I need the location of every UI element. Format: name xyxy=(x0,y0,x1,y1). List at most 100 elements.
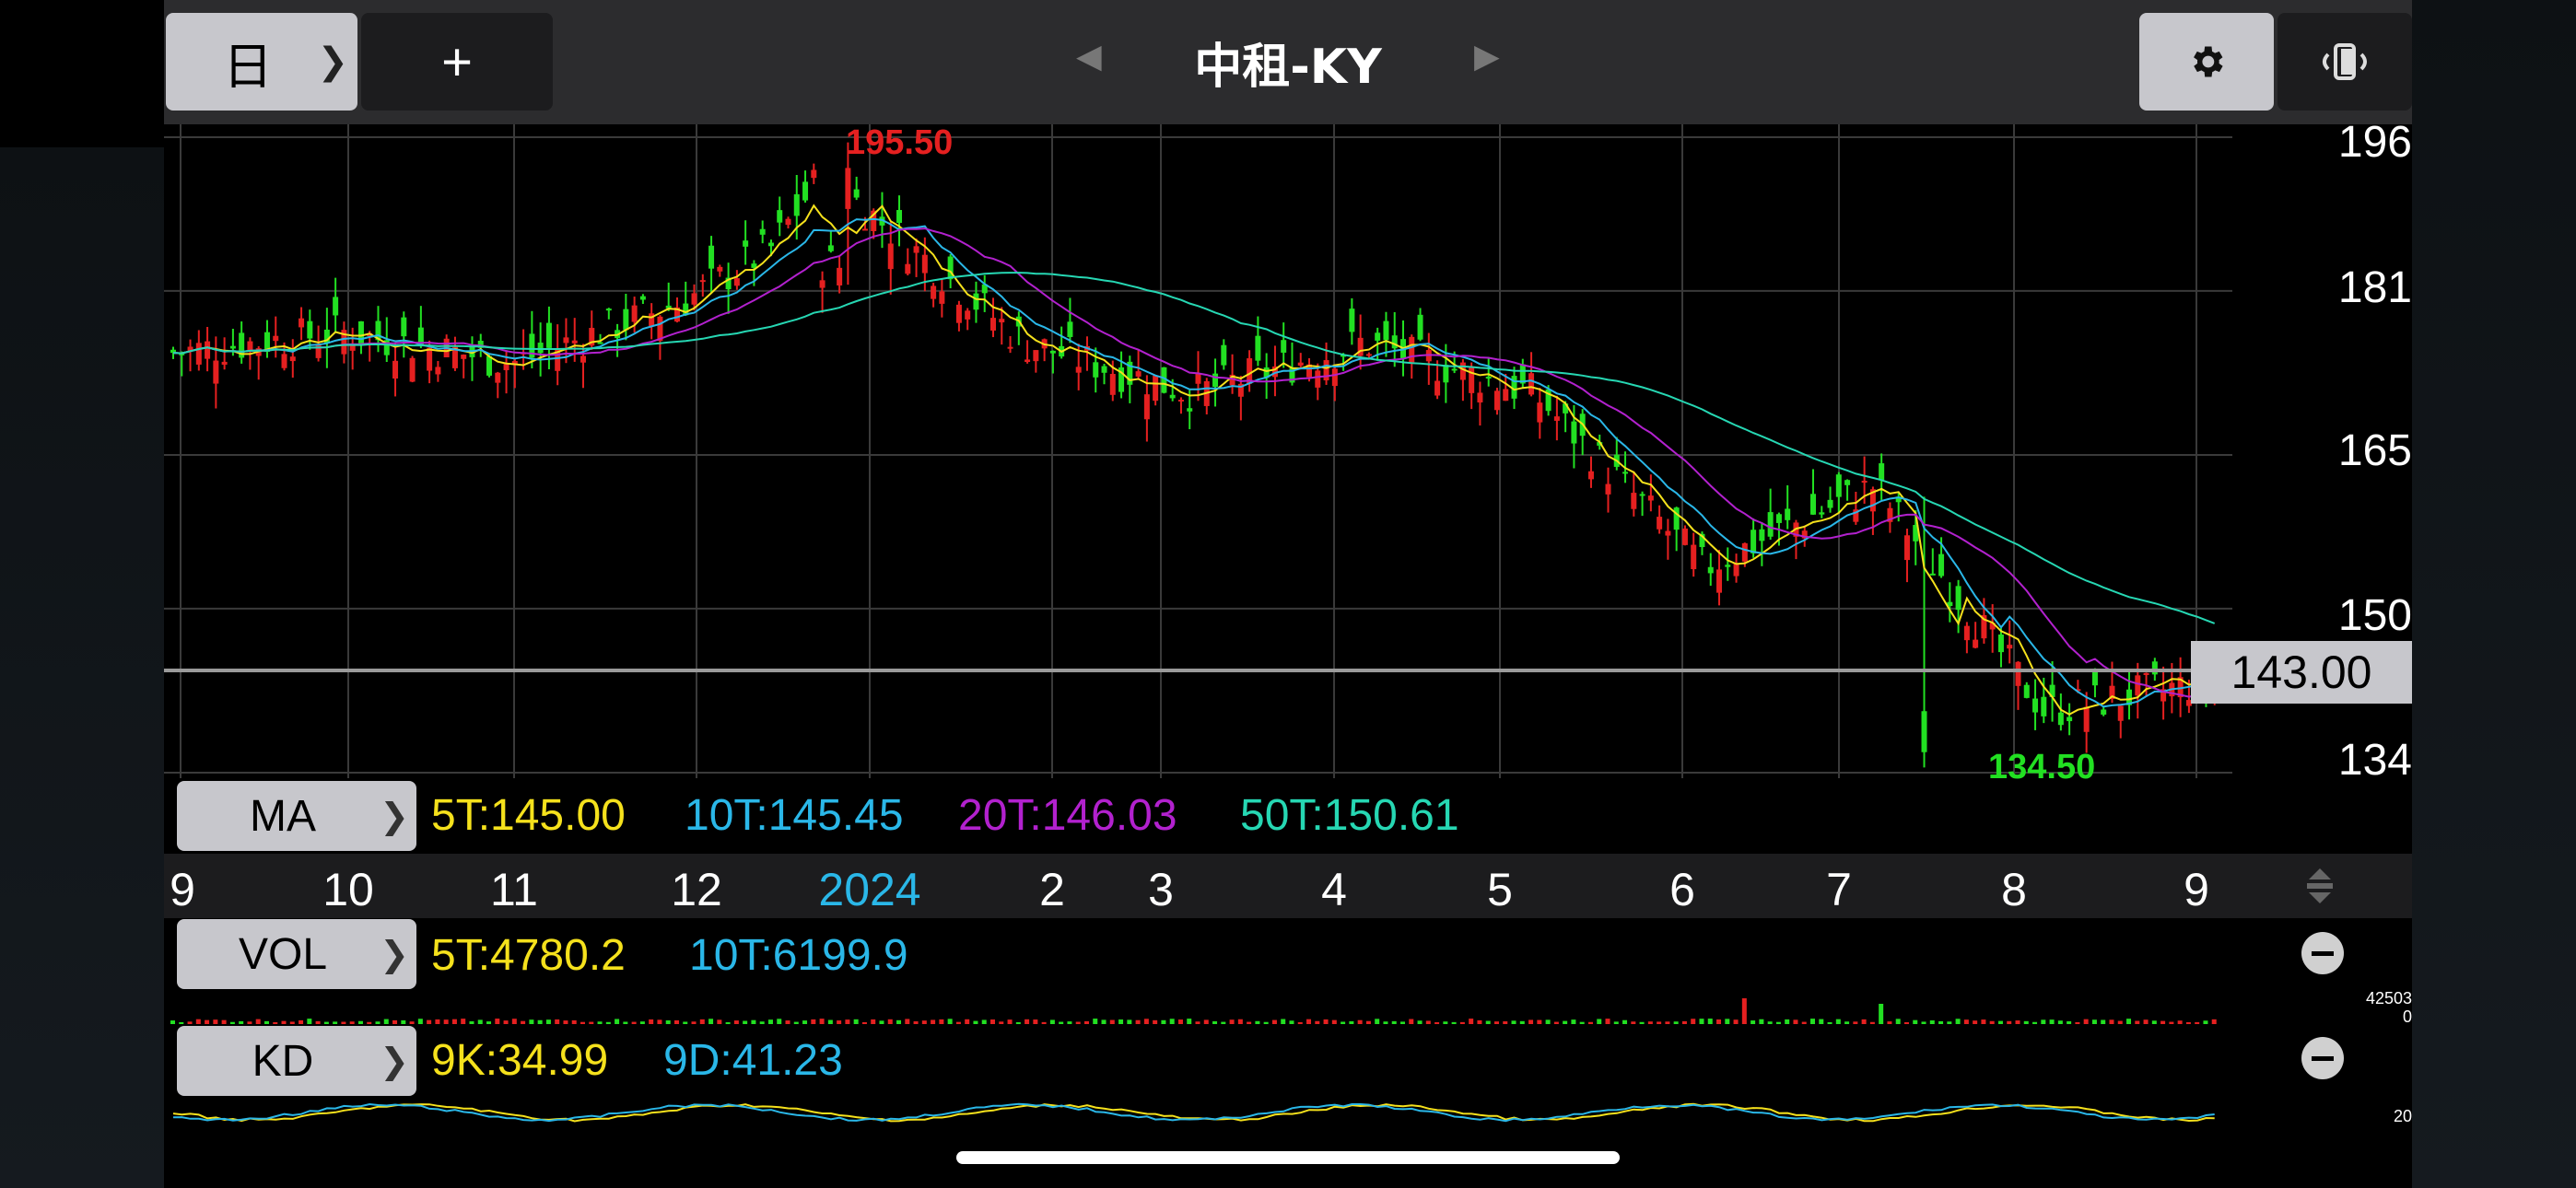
candle-body xyxy=(2023,684,2030,698)
collapse-kd-button[interactable] xyxy=(2301,1037,2344,1079)
price-tick-165: 165 xyxy=(2337,426,2412,475)
candle-body xyxy=(777,210,783,223)
volume-bar xyxy=(555,1019,560,1024)
volume-bar xyxy=(691,1021,697,1024)
volume-bar xyxy=(597,1021,603,1024)
volume-bar xyxy=(639,1021,645,1024)
volume-bar xyxy=(1118,1019,1124,1024)
month-label: 11 xyxy=(490,864,538,915)
price-tick-196: 196 xyxy=(2337,118,2412,167)
kd-level-label: 20 xyxy=(2393,1107,2412,1125)
candle-body xyxy=(187,346,193,352)
candle-body xyxy=(1947,601,1953,607)
volume-bar xyxy=(623,1021,628,1024)
candle-body xyxy=(1383,320,1389,341)
price-chart[interactable] xyxy=(164,0,2412,1128)
candle-body xyxy=(1511,376,1517,399)
candle-body xyxy=(1109,374,1116,395)
period-button[interactable]: 日 ❯ xyxy=(166,13,357,111)
candle-body xyxy=(1477,392,1483,402)
candle-body xyxy=(486,355,493,376)
volume-panel xyxy=(164,990,2232,1024)
volume-bar xyxy=(1563,1020,1568,1024)
volume-bar xyxy=(367,1021,372,1024)
candle-body xyxy=(333,297,339,316)
candle-body xyxy=(1869,489,1876,512)
candle-body xyxy=(1563,403,1569,413)
candle-body xyxy=(1903,535,1910,561)
volume-bar xyxy=(2075,1021,2080,1024)
volume-bar xyxy=(2151,1020,2157,1024)
volume-bar xyxy=(273,1021,278,1024)
volume-bar xyxy=(1741,998,1747,1024)
candle-body xyxy=(1297,362,1304,366)
candle-body xyxy=(921,254,928,274)
candle-body xyxy=(2057,712,2064,726)
volume-bar xyxy=(1955,1019,1961,1024)
volume-bar xyxy=(392,1019,398,1024)
kd-selector-button[interactable]: KD ❯ xyxy=(177,1026,416,1096)
candle-body xyxy=(649,313,655,327)
ma-selector-button[interactable]: MA ❯ xyxy=(177,781,416,851)
candle-body xyxy=(1331,368,1338,387)
candle-body xyxy=(1622,472,1629,474)
stock-title: 中租-KY xyxy=(1194,40,1382,95)
candle-body xyxy=(2075,689,2081,692)
volume-bar xyxy=(1101,1019,1107,1024)
home-indicator[interactable] xyxy=(956,1151,1620,1164)
candle-body xyxy=(1631,493,1637,509)
candle-body xyxy=(2160,689,2167,702)
candle-body xyxy=(349,344,356,351)
settings-button[interactable] xyxy=(2139,13,2274,111)
volume-bar xyxy=(837,1020,842,1024)
volume-bar xyxy=(2015,1020,2020,1024)
candle-body xyxy=(673,307,680,322)
price-tick-134: 134 xyxy=(2337,736,2412,785)
volume-bar xyxy=(357,1020,363,1024)
volume-bar xyxy=(1409,1019,1414,1024)
volume-bar xyxy=(802,1020,808,1024)
candle-body xyxy=(1647,495,1654,501)
candle-body xyxy=(1212,373,1219,388)
volume-bar xyxy=(289,1021,295,1024)
candle-body xyxy=(1887,507,1893,522)
volume-bar xyxy=(1835,1019,1841,1024)
volume-bar xyxy=(1255,1020,1260,1024)
ma50-value: 50T:150.61 xyxy=(1240,791,1459,840)
candle-body xyxy=(1409,336,1415,363)
volume-bar xyxy=(1973,1020,1978,1024)
candle-body xyxy=(1375,332,1381,341)
next-stock-arrow-icon[interactable]: ▶ xyxy=(1474,37,1500,75)
candle-body xyxy=(239,332,245,358)
volume-bar xyxy=(1647,1021,1653,1024)
candle-body xyxy=(2177,677,2184,698)
prev-stock-arrow-icon[interactable]: ◀ xyxy=(1076,37,1102,75)
candle-body xyxy=(2109,685,2115,699)
volume-bar xyxy=(939,1019,944,1024)
volume-bar xyxy=(743,1020,748,1024)
vol-min-label: 0 xyxy=(2402,1007,2412,1026)
add-button[interactable]: + xyxy=(361,13,553,111)
candle-body xyxy=(1767,512,1774,537)
volume-bar xyxy=(2049,1019,2055,1024)
candle-body xyxy=(477,341,484,348)
volume-bar xyxy=(631,1021,637,1024)
collapse-vol-button[interactable] xyxy=(2301,932,2344,974)
rotate-button[interactable] xyxy=(2277,13,2412,111)
volume-bar xyxy=(2091,1019,2097,1024)
volume-bar xyxy=(2185,1021,2191,1024)
volume-bar xyxy=(1895,1019,1901,1024)
candle-body xyxy=(861,228,868,231)
volume-bar xyxy=(545,1019,551,1024)
volume-bar xyxy=(1271,1019,1277,1024)
volume-bar xyxy=(1237,1019,1243,1024)
volume-bar xyxy=(1187,1019,1192,1024)
chart-frame: 日 ❯ + ◀ 中租-KY ▶ 196 181 165 150 134 143.… xyxy=(164,0,2412,1128)
candle-body xyxy=(811,169,817,179)
vol-selector-button[interactable]: VOL ❯ xyxy=(177,919,416,989)
volume-bar xyxy=(767,1019,773,1024)
chevron-right-icon: ❯ xyxy=(380,1042,409,1081)
volume-bar xyxy=(1153,1019,1158,1024)
volume-bar xyxy=(1365,1020,1371,1024)
resize-handle-icon[interactable] xyxy=(2301,863,2338,909)
